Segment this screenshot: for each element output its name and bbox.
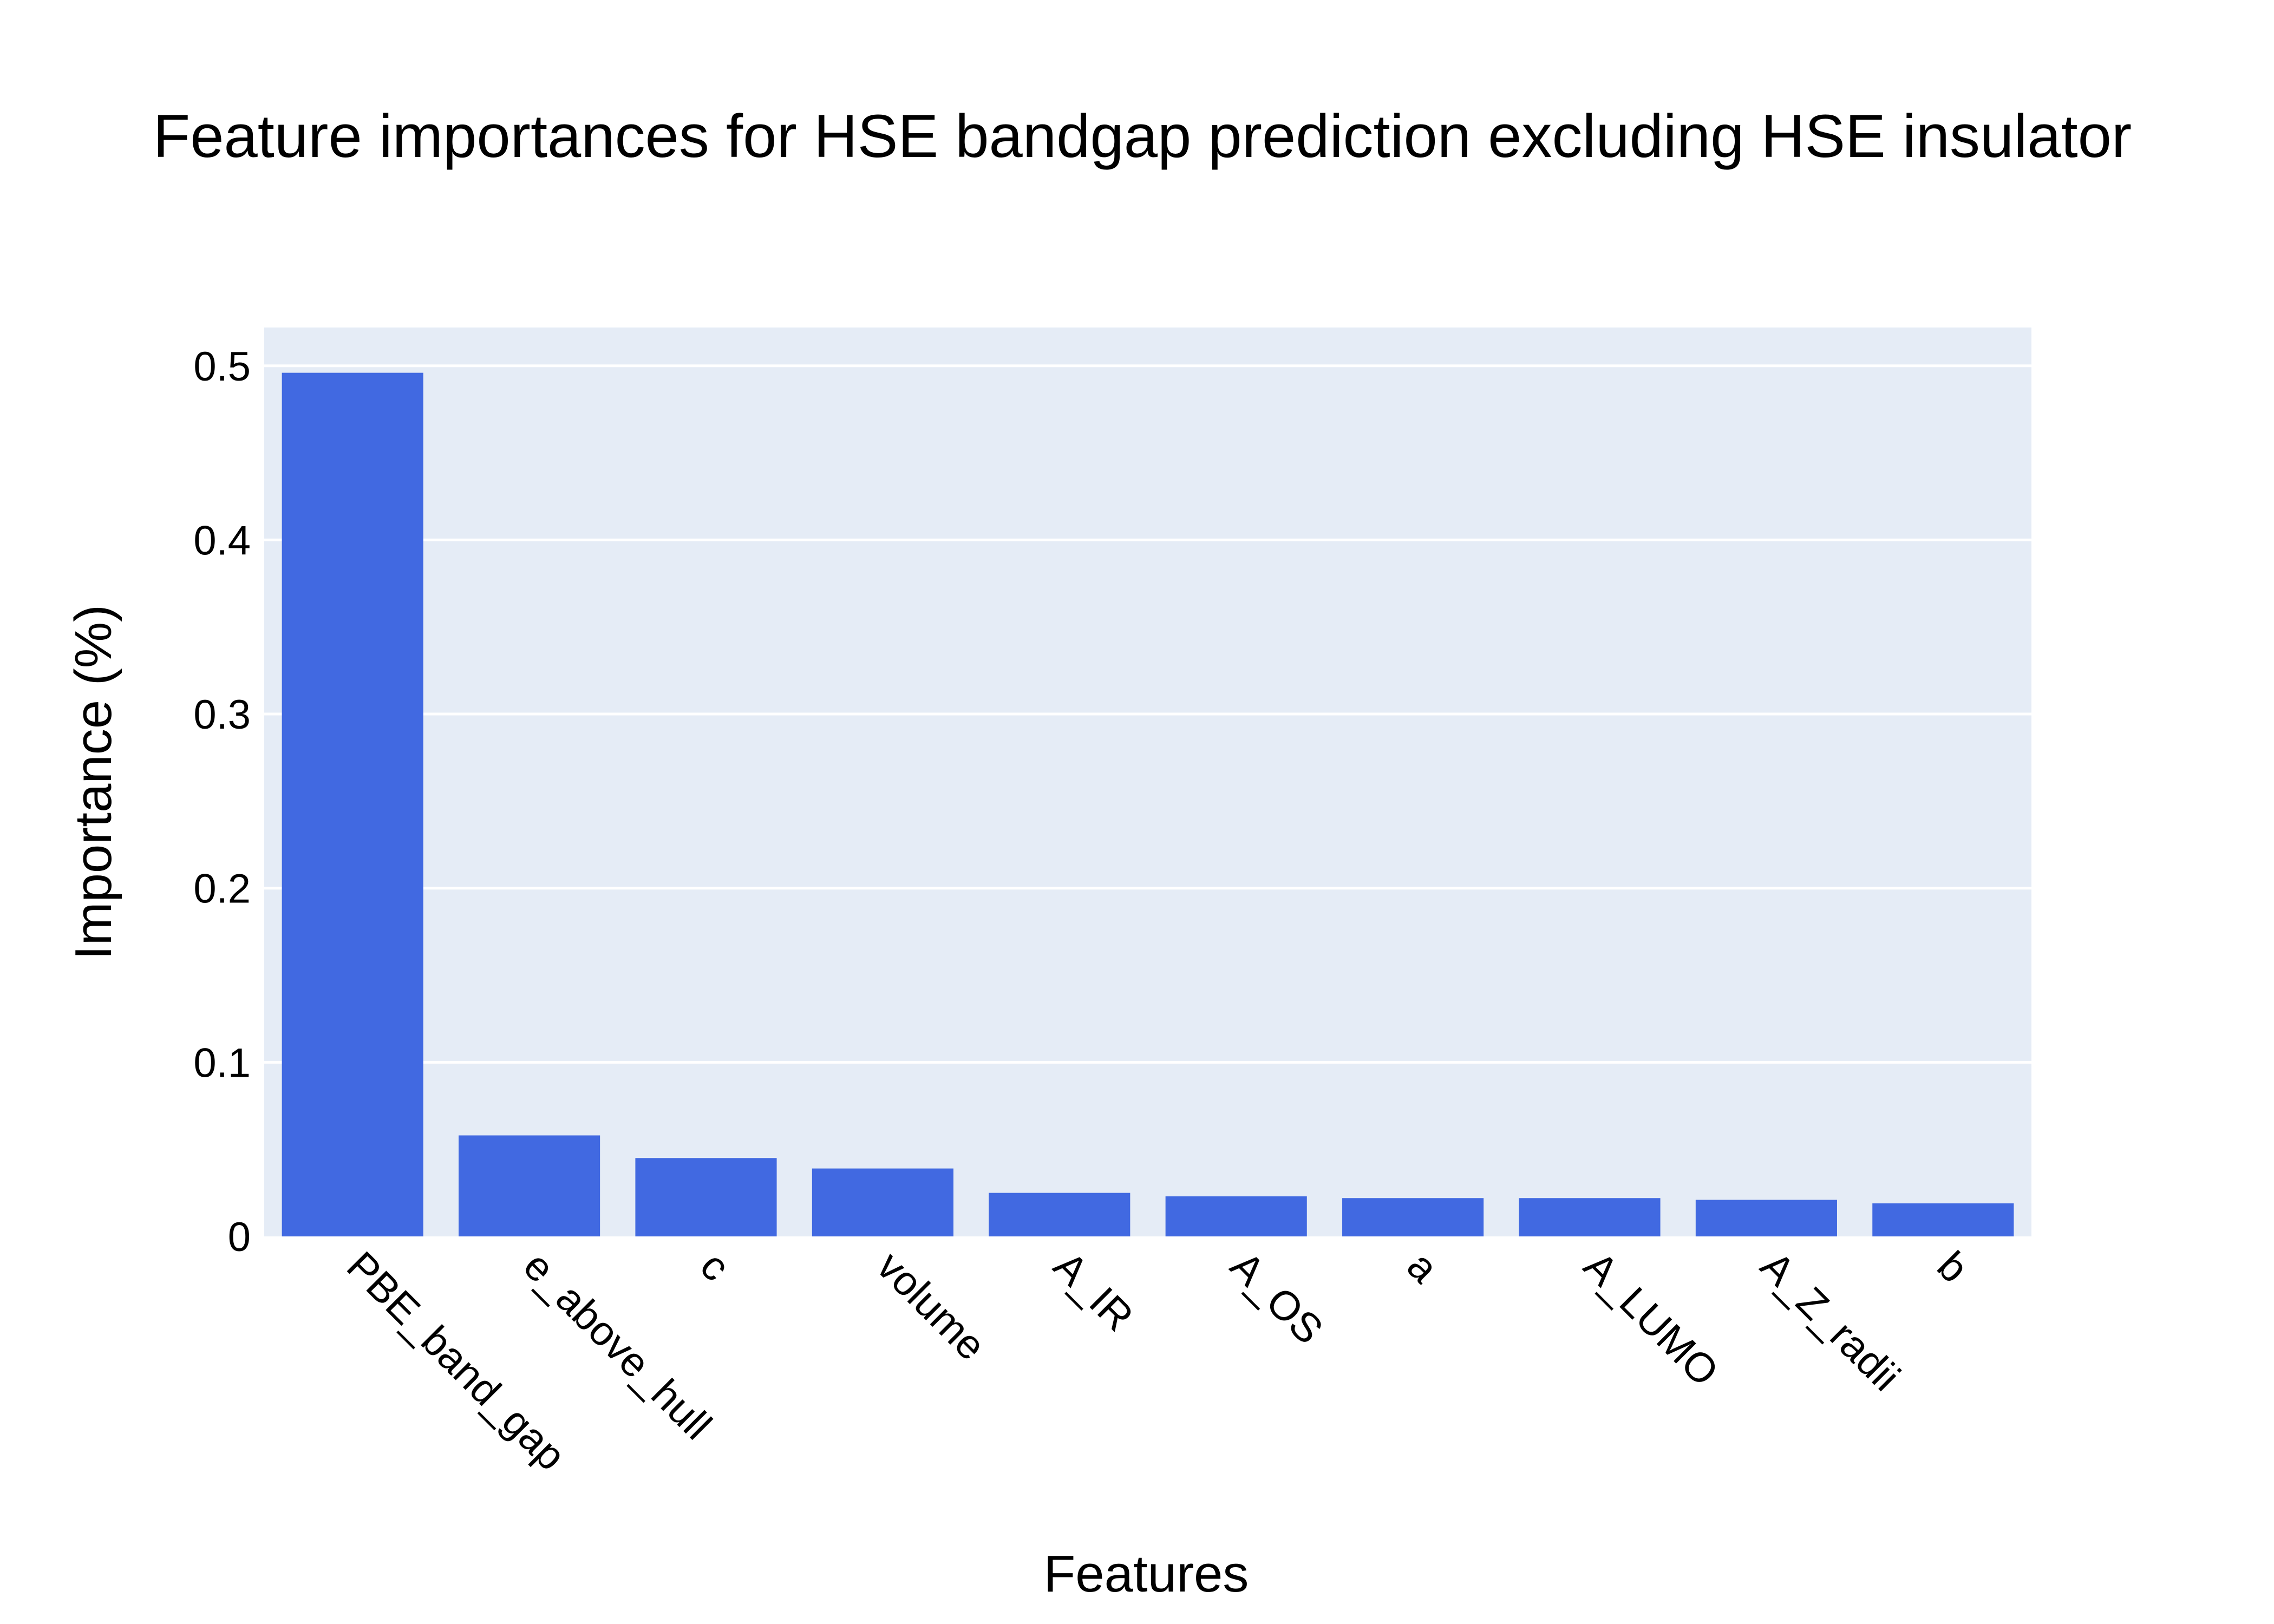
x-tick-label: a	[1399, 1243, 1448, 1292]
y-tick-label: 0	[228, 1214, 251, 1260]
chart-title: Feature importances for HSE bandgap pred…	[153, 102, 2132, 170]
bar[interactable]	[282, 372, 423, 1236]
bar[interactable]	[1872, 1203, 2014, 1236]
x-tick-label: A_LUMO	[1575, 1243, 1727, 1395]
x-tick-label: A_IR	[1045, 1243, 1142, 1340]
y-tick-label: 0.1	[193, 1040, 251, 1086]
bar[interactable]	[635, 1158, 777, 1236]
bar[interactable]	[459, 1135, 600, 1236]
y-tick-label: 0.3	[193, 692, 251, 738]
x-axis-title: Features	[1044, 1545, 1249, 1603]
gridlines	[264, 364, 2031, 1064]
y-axis-title: Importance (%)	[64, 605, 122, 960]
y-tick-label: 0.4	[193, 518, 251, 564]
bar[interactable]	[1695, 1200, 1837, 1236]
bars	[282, 372, 2014, 1236]
x-tick-label: c	[691, 1243, 739, 1290]
bar[interactable]	[812, 1168, 953, 1236]
bar[interactable]	[1519, 1198, 1661, 1236]
plot-area	[264, 328, 2031, 1236]
y-axis-ticks: 0 0.1 0.2 0.3 0.4 0.5	[193, 344, 251, 1260]
bar[interactable]	[989, 1193, 1131, 1236]
x-tick-label: A_Z_radii	[1752, 1243, 1909, 1400]
y-tick-label: 0.2	[193, 866, 251, 912]
x-tick-label: volume	[868, 1243, 994, 1369]
bar[interactable]	[1165, 1196, 1307, 1236]
x-tick-label: b	[1929, 1243, 1977, 1292]
bar[interactable]	[1342, 1198, 1484, 1236]
y-tick-label: 0.5	[193, 344, 251, 390]
x-tick-label: A_OS	[1221, 1243, 1331, 1353]
